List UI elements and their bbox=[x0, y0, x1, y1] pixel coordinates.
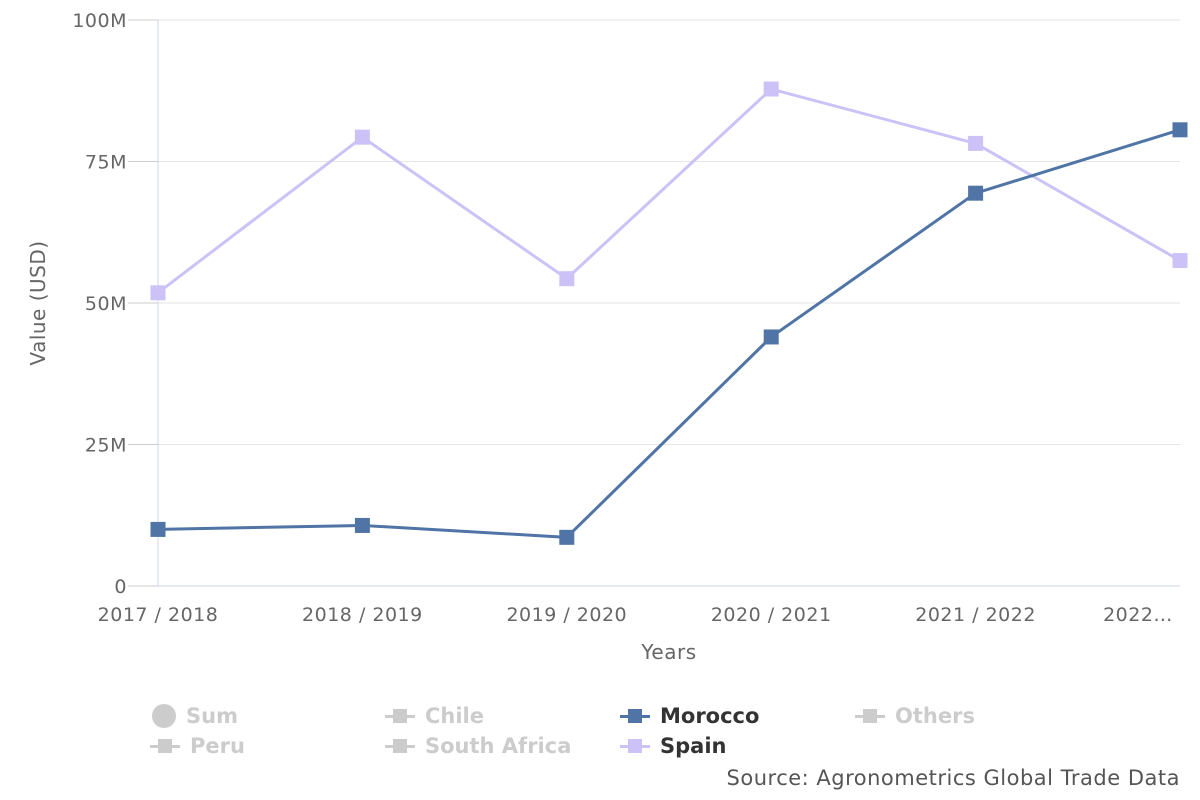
line-marker-icon bbox=[855, 706, 885, 726]
line-marker-icon bbox=[385, 736, 415, 756]
legend-label: Others bbox=[895, 704, 975, 728]
legend-item-morocco[interactable]: Morocco bbox=[620, 702, 759, 730]
data-point[interactable] bbox=[559, 271, 575, 287]
data-point[interactable] bbox=[150, 285, 166, 301]
y-tick-label: 75M bbox=[85, 152, 127, 174]
series-spain bbox=[150, 81, 1188, 301]
legend-label: Sum bbox=[186, 704, 238, 728]
legend-item-peru[interactable]: Peru bbox=[150, 732, 245, 760]
x-tick-label: 2017 / 2018 bbox=[98, 604, 219, 626]
data-point[interactable] bbox=[354, 129, 370, 145]
legend-item-spain[interactable]: Spain bbox=[620, 732, 726, 760]
circle-icon bbox=[150, 704, 176, 728]
series-morocco bbox=[150, 122, 1188, 545]
data-point[interactable] bbox=[1172, 122, 1188, 138]
legend-item-sum[interactable]: Sum bbox=[150, 702, 238, 730]
line-marker-icon bbox=[620, 706, 650, 726]
line-marker-icon bbox=[620, 736, 650, 756]
legend-label: South Africa bbox=[425, 734, 572, 758]
data-point[interactable] bbox=[559, 529, 575, 545]
x-axis-title: Years bbox=[640, 640, 696, 664]
line-marker-icon bbox=[385, 706, 415, 726]
legend-label: Chile bbox=[425, 704, 485, 728]
legend-item-south-africa[interactable]: South Africa bbox=[385, 732, 571, 760]
legend-item-others[interactable]: Others bbox=[855, 702, 975, 730]
x-tick-label: 2021 / 2022 bbox=[915, 604, 1036, 626]
data-point[interactable] bbox=[763, 81, 779, 97]
series-line[interactable] bbox=[157, 128, 1181, 539]
series-line[interactable] bbox=[157, 87, 1181, 295]
x-tick-label: 2022… bbox=[1103, 604, 1173, 626]
y-tick-label: 100M bbox=[72, 10, 127, 32]
data-point[interactable] bbox=[968, 135, 984, 151]
legend-label: Peru bbox=[190, 734, 245, 758]
data-point[interactable] bbox=[763, 329, 779, 345]
y-tick-label: 0 bbox=[114, 576, 127, 598]
legend-item-chile[interactable]: Chile bbox=[385, 702, 484, 730]
x-tick-label: 2018 / 2019 bbox=[302, 604, 423, 626]
y-axis-ticks: 0 25M 50M 75M 100M bbox=[72, 10, 127, 598]
y-axis-title: Value (USD) bbox=[26, 240, 50, 365]
series-layer bbox=[150, 81, 1188, 545]
y-tick-label: 50M bbox=[85, 293, 127, 315]
x-tick-label: 2019 / 2020 bbox=[506, 604, 627, 626]
grid-lines bbox=[128, 19, 1180, 587]
data-point[interactable] bbox=[150, 521, 166, 537]
data-point[interactable] bbox=[968, 185, 984, 201]
data-point[interactable] bbox=[354, 517, 370, 533]
line-marker-icon bbox=[150, 736, 180, 756]
legend-label: Spain bbox=[660, 734, 727, 758]
data-point[interactable] bbox=[1172, 253, 1188, 269]
source-credit: Source: Agronometrics Global Trade Data bbox=[726, 766, 1180, 790]
x-tick-label: 2020 / 2021 bbox=[711, 604, 832, 626]
x-axis-ticks: 2017 / 2018 2018 / 2019 2019 / 2020 2020 / … bbox=[98, 604, 1173, 626]
y-tick-label: 25M bbox=[85, 435, 127, 457]
legend-label: Morocco bbox=[660, 704, 760, 728]
